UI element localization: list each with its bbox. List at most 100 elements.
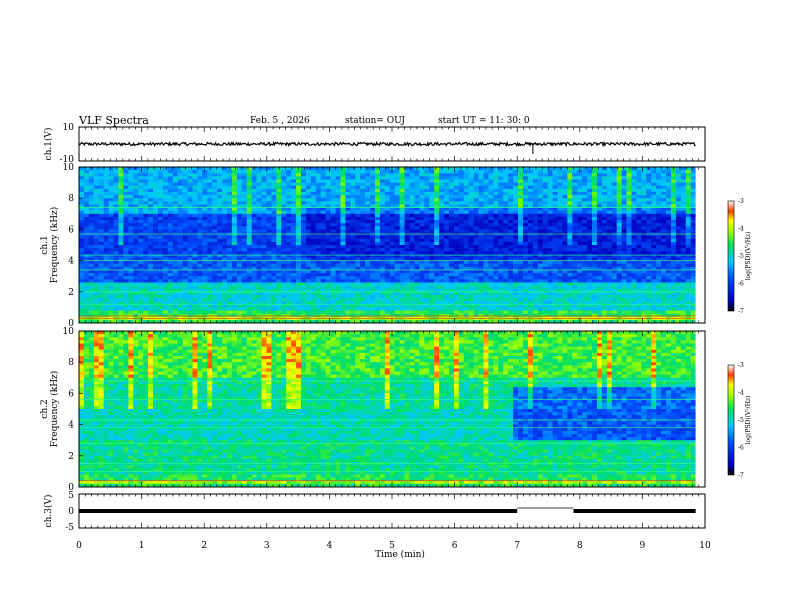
spectrogram-cell [458,170,465,174]
spectrogram-cell [251,238,257,243]
spectrogram-cell [177,195,183,199]
spectrogram-cell [626,188,632,193]
spectrogram-cell [365,263,371,268]
spectrogram-cell [148,216,154,221]
spectrogram-cell [128,229,134,233]
spectrogram-cell [463,167,469,171]
spectrogram-cell [256,207,262,211]
spectrogram-cell [463,248,469,252]
spectrogram-cell [414,204,420,208]
spectrogram-cell [281,226,287,230]
spectrogram-cell [123,260,129,265]
spectrogram-cell [177,216,183,221]
spectrogram-cell [197,204,203,208]
spectrogram-cell [439,248,445,252]
spectrogram-cell [567,185,573,190]
spectrogram-cell [350,210,356,215]
spectrogram-cell [424,229,430,233]
spectrogram-cell [197,176,203,180]
spectrogram-cell [286,216,292,221]
spectrogram-cell [547,238,553,243]
spectrogram-cell [286,245,292,249]
spectrogram-cell [503,167,509,171]
spectrogram-cell [212,257,218,261]
spectrogram-cell [646,207,652,211]
spectrogram-cell [522,204,529,208]
spectrogram-cell [675,254,682,258]
spectrogram-cell [226,188,233,193]
spectrogram-cell [350,216,356,221]
spectrogram-cell [256,279,262,283]
spectrogram-cell [522,213,529,218]
spectrogram-cell [453,254,460,258]
spectrogram-cell [458,251,465,255]
spectrogram-cell [572,260,578,265]
spectrogram-cell [621,269,627,274]
spectrogram-cell [606,251,613,255]
spectrogram-cell [651,276,657,280]
spectrogram-cell [88,226,95,230]
spectrogram-cell [493,210,499,215]
spectrogram-cell [93,176,100,180]
spectrogram-cell [98,238,104,243]
spectrogram-cell [113,182,119,187]
spectrogram-cell [567,260,573,265]
spectrogram-cell [138,188,144,193]
spectrogram-cell [291,273,297,277]
spectrogram-cell [542,260,548,265]
spectrogram-cell [592,201,598,205]
spectrogram-cell [350,213,356,218]
spectrogram-cell [138,282,144,286]
spectrogram-cell [325,269,331,274]
spectrogram-cell [493,191,499,196]
spectrogram-cell [305,251,312,255]
spectrogram-cell [463,201,469,205]
spectrogram-cell [680,269,687,274]
spectrogram-cell [656,213,662,218]
spectrogram-cell [246,263,252,268]
spectrogram-cell [123,276,129,280]
spectrogram-cell [503,260,509,265]
spectrogram-cell [468,198,474,202]
spectrogram-cell [379,176,386,180]
spectrogram-cell [606,238,613,243]
spectrogram-cell [118,266,124,271]
spectrogram-cell [325,241,331,246]
spectrogram-cell [552,251,558,255]
spectrogram-cell [172,226,178,230]
spectrogram-cell [251,204,257,208]
spectrogram-cell [138,248,144,252]
spectrogram-cell [567,251,573,255]
spectrogram-cell [167,201,174,205]
spectrogram-cell [666,266,672,271]
spectrogram-cell [251,182,257,187]
spectrogram-cell [192,269,198,274]
spectrogram-cell [360,260,366,265]
spectrogram-cell [587,176,593,180]
spectrogram-cell [266,167,272,171]
spectrogram-cell [88,195,95,199]
spectrogram-cell [439,201,445,205]
spectrogram-cell [444,263,450,268]
spectrogram-cell [192,238,198,243]
spectrogram-cell [251,260,257,265]
spectrogram-cell [675,204,682,208]
spectrogram-cell [345,241,351,246]
spectrogram-cell [177,198,183,202]
spectrogram-cell [606,179,613,183]
spectrogram-cell [424,220,430,224]
spectrogram-cell [616,273,622,277]
spectrogram-cell [404,273,410,277]
spectrogram-cell [261,179,267,183]
spectrogram-cell [483,260,489,265]
spectrogram-cell [187,170,193,174]
spectrogram-cell [187,185,193,190]
spectrogram-cell [468,245,474,249]
spectrogram-cell [310,179,317,183]
spectrogram-cell [414,185,420,190]
spectrogram-cell [498,207,504,211]
spectrogram-cell [88,285,95,289]
spectrogram-cell [651,257,657,261]
spectrogram-cell [370,273,376,277]
spectrogram-cell [207,188,213,193]
